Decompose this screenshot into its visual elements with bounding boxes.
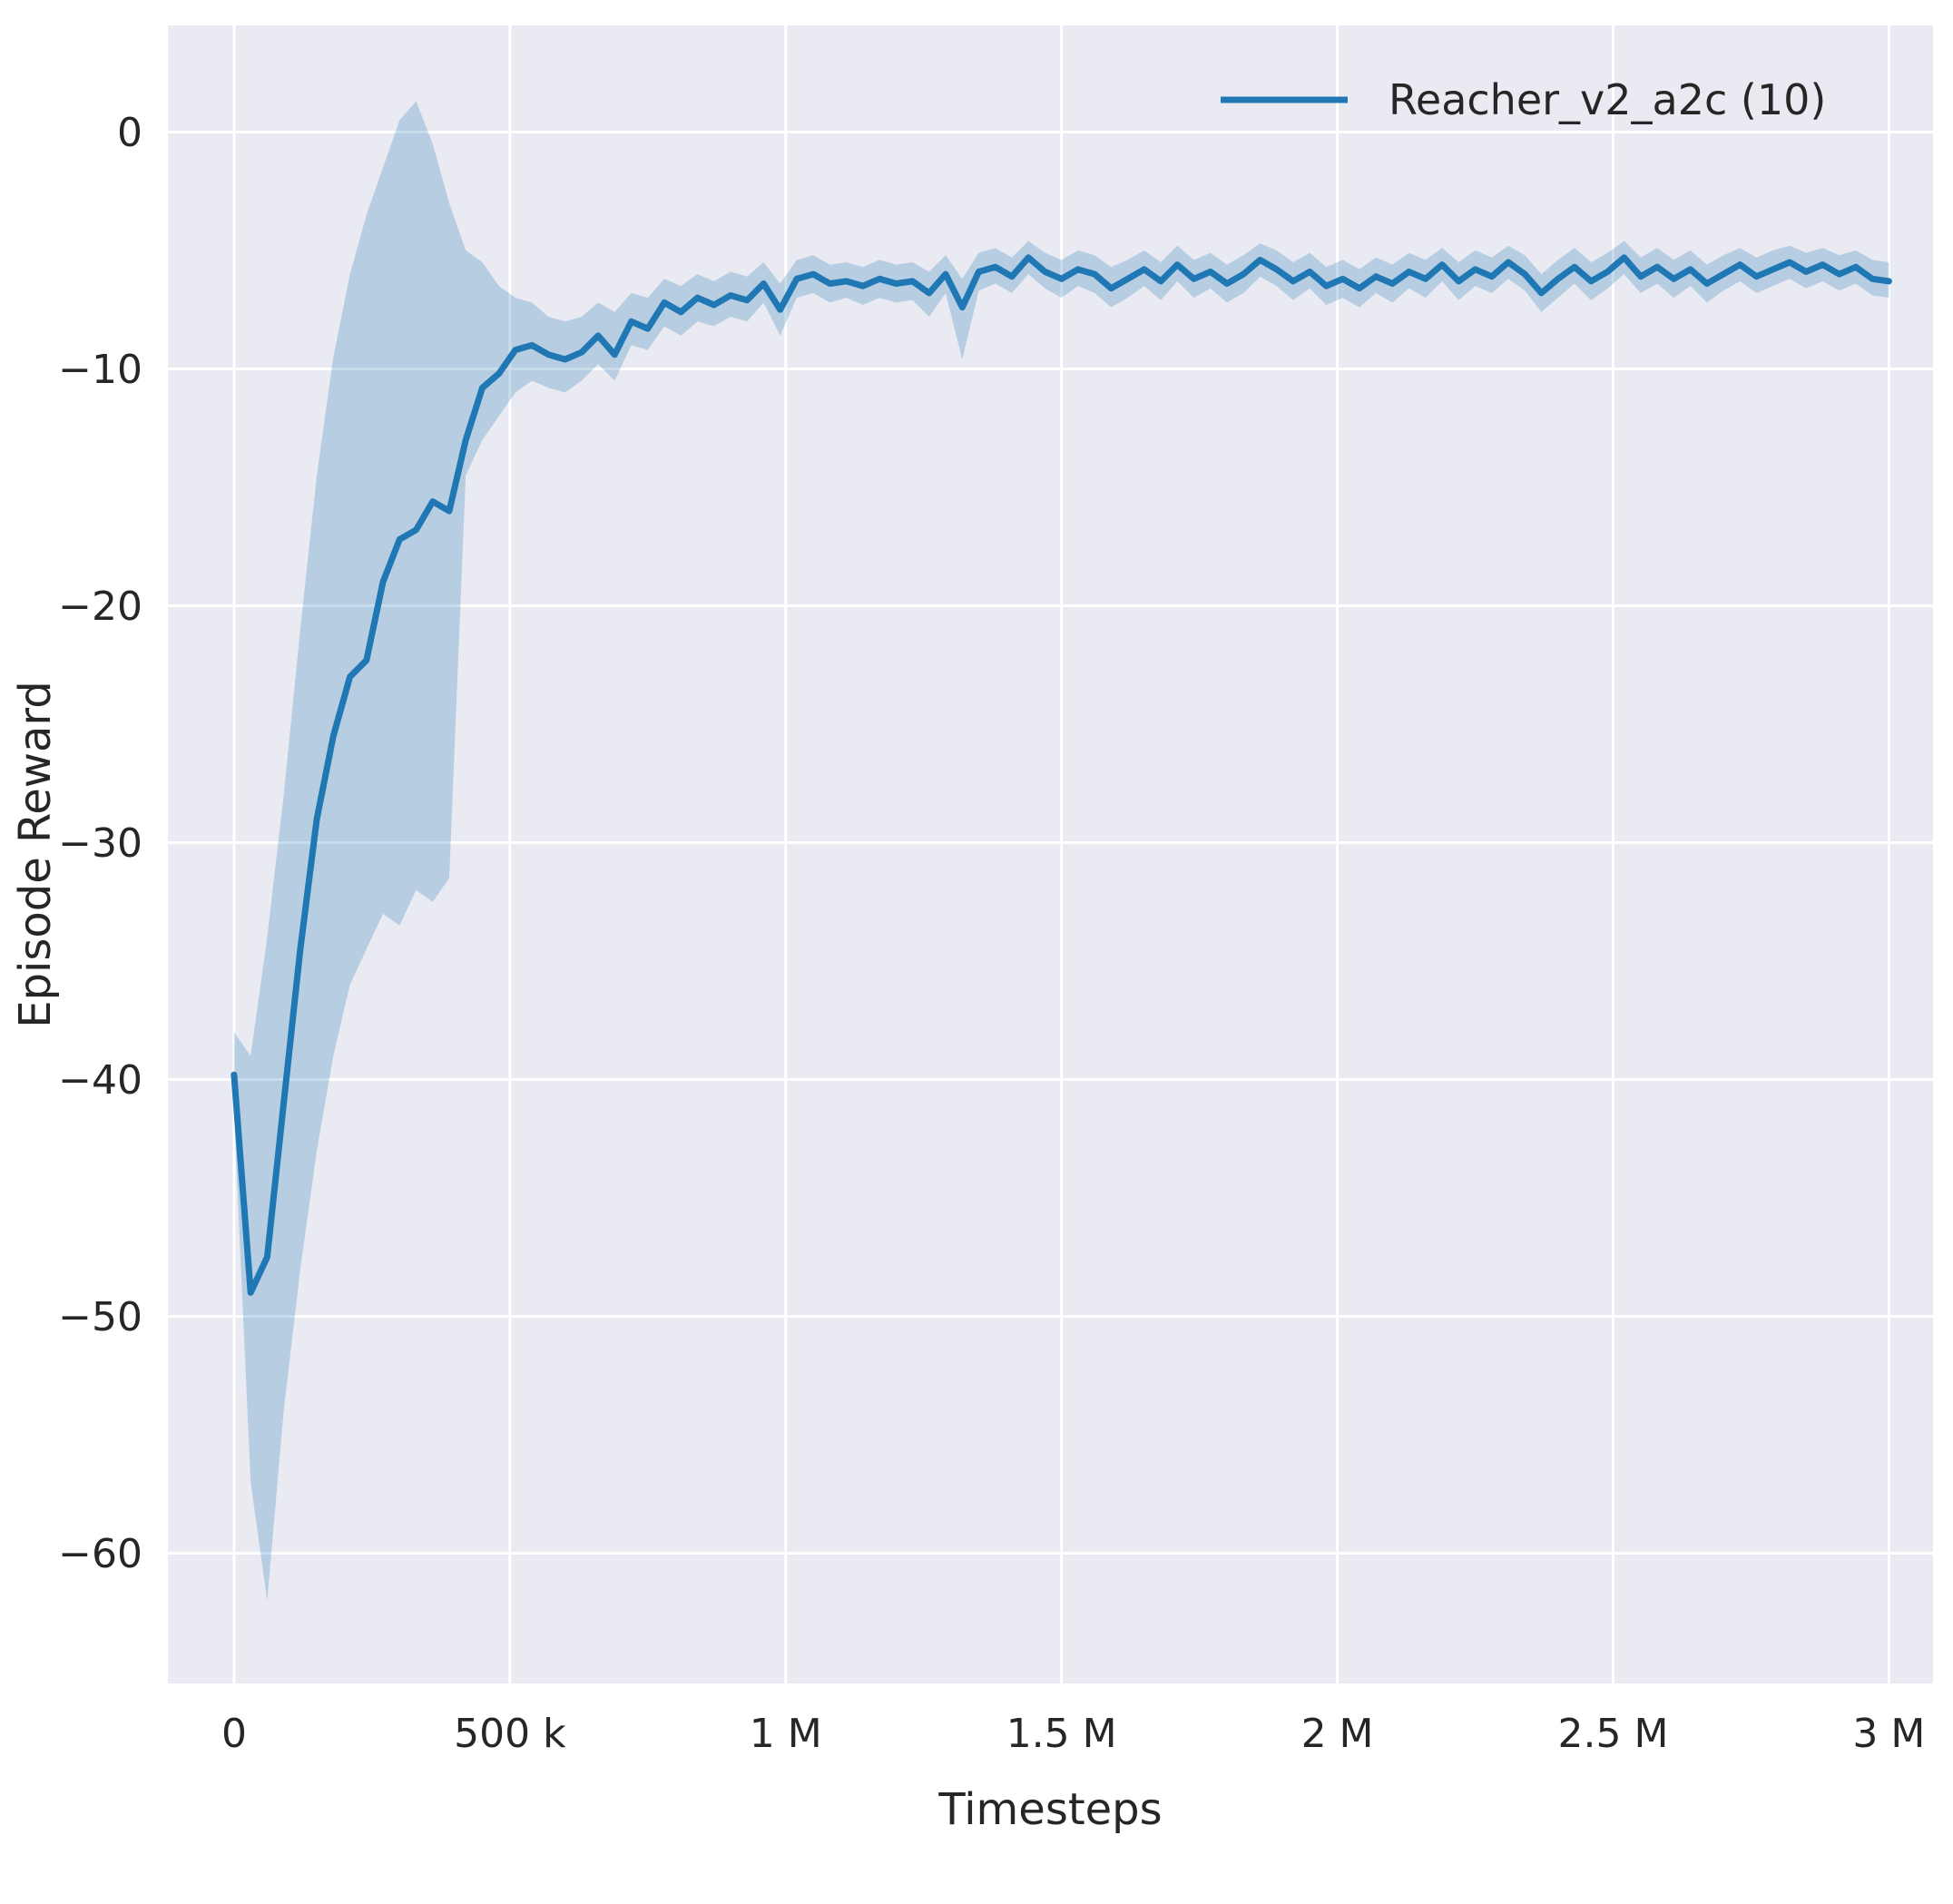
y-tick-label: −10 [58,347,142,393]
mean-reward-line [231,254,1892,1296]
y-tick-label: −60 [58,1531,142,1577]
y-axis-label: Episode Reward [10,681,61,1028]
y-tick-label: −30 [58,820,142,867]
x-tick-label: 500 k [454,1711,566,1757]
y-tick-label: −20 [58,584,142,630]
x-tick-label: 1.5 M [1006,1711,1117,1757]
plot-area [168,25,1933,1683]
x-tick-label: 1 M [750,1711,822,1757]
y-tick-label: −50 [58,1294,142,1340]
x-axis-label: Timesteps [937,1784,1162,1835]
y-tick-label: 0 [117,110,142,156]
x-tick-label: 2.5 M [1558,1711,1669,1757]
x-tick-label: 0 [221,1711,247,1757]
y-tick-label: −40 [58,1057,142,1104]
x-tick-label: 3 M [1852,1711,1925,1757]
legend-label: Reacher_v2_a2c (10) [1389,75,1826,124]
confidence-band [233,101,1889,1601]
x-tick-label: 2 M [1301,1711,1374,1757]
